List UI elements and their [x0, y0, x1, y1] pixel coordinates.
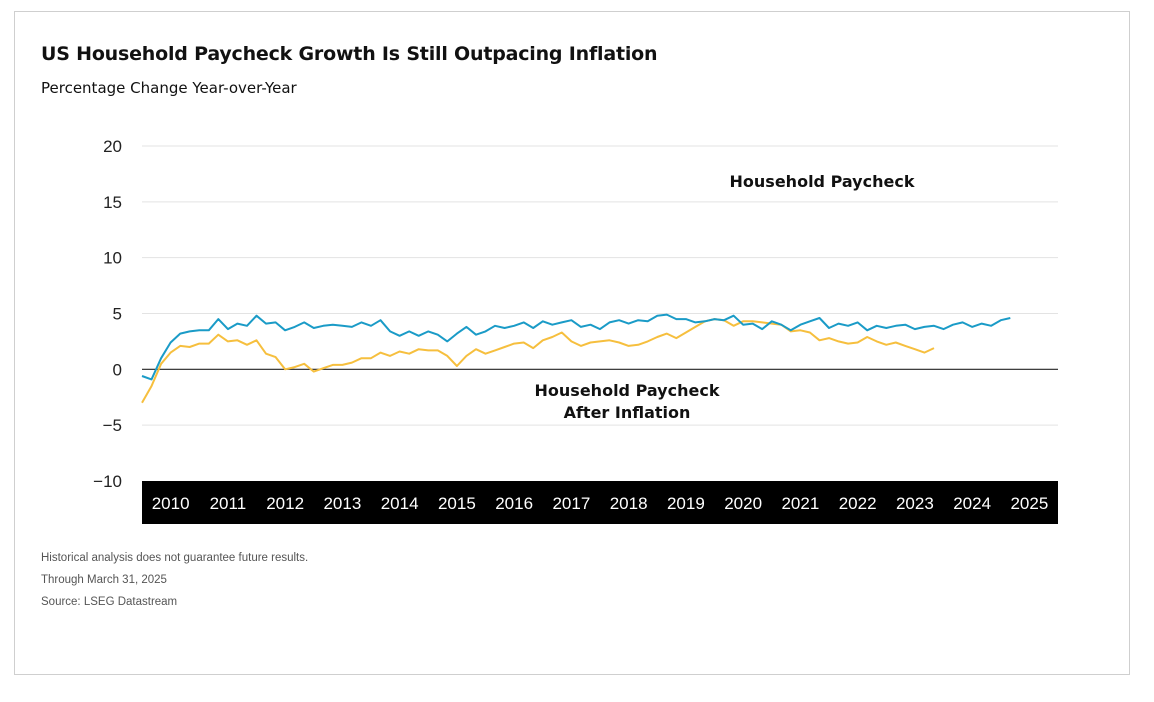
x-tick-label: 2019 [667, 494, 705, 513]
y-axis-ticks: 20 15 10 5 0 −5 −10 [93, 137, 122, 491]
series-line-household-paycheck [141, 313, 1011, 381]
x-tick-label: 2017 [552, 494, 590, 513]
annotation-household-paycheck: Household Paycheck [730, 172, 915, 191]
y-tick-label: 0 [113, 360, 122, 379]
x-tick-label: 2025 [1010, 494, 1048, 513]
x-tick-label: 2011 [210, 494, 247, 513]
x-tick-label: 2016 [495, 494, 533, 513]
series-lines [141, 313, 1011, 404]
footnote-source: Source: LSEG Datastream [41, 596, 178, 608]
annotation-after-inflation: Household Paycheck After Inflation [535, 381, 720, 422]
x-tick-label: 2021 [781, 494, 819, 513]
x-tick-label: 2013 [323, 494, 361, 513]
y-tick-label: 5 [113, 305, 122, 324]
chart-subtitle: Percentage Change Year-over-Year [41, 79, 297, 97]
footnote-disclaimer: Historical analysis does not guarantee f… [41, 552, 309, 564]
chart-title: US Household Paycheck Growth Is Still Ou… [41, 43, 658, 65]
x-tick-label: 2020 [724, 494, 762, 513]
annotation-line: Household Paycheck [535, 381, 720, 400]
x-tick-label: 2014 [381, 494, 419, 513]
footnote-date: Through March 31, 2025 [41, 574, 167, 586]
x-tick-label: 2012 [266, 494, 304, 513]
series-line-after-inflation [141, 318, 935, 404]
y-tick-label: 10 [103, 249, 122, 268]
x-tick-label: 2018 [610, 494, 648, 513]
x-axis-ticks: 2010 2011 2012 2013 2014 2015 2016 2017 2018 2019… [152, 494, 1049, 513]
gridlines [142, 145, 1058, 426]
y-tick-label: 20 [103, 137, 122, 156]
y-tick-label: −5 [103, 416, 122, 435]
annotation-line: After Inflation [564, 403, 691, 422]
y-tick-label: 15 [103, 193, 122, 212]
x-tick-label: 2024 [953, 494, 991, 513]
x-tick-label: 2015 [438, 494, 476, 513]
x-tick-label: 2022 [839, 494, 877, 513]
y-tick-label: −10 [93, 472, 122, 491]
x-tick-label: 2010 [152, 494, 190, 513]
x-tick-label: 2023 [896, 494, 934, 513]
annotations: Household Paycheck Household Paycheck Afte… [535, 172, 915, 422]
x-axis-band [142, 481, 1058, 524]
